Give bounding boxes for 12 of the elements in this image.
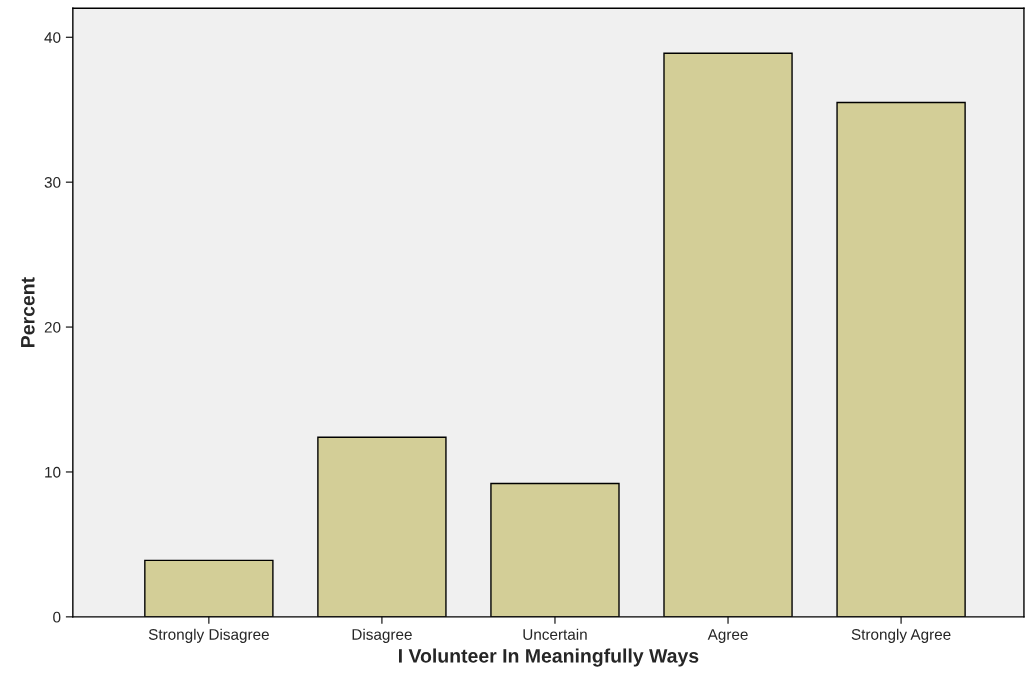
x-tick-label: Strongly Disagree (148, 628, 269, 643)
y-tick-label: 40 (44, 32, 61, 43)
x-axis-title: I Volunteer In Meaningfully Ways (398, 648, 699, 667)
y-tick-label: 0 (53, 611, 61, 623)
x-tick-label: Disagree (352, 628, 412, 643)
y-tick-label: 30 (44, 177, 61, 188)
y-tick-label: 20 (44, 321, 61, 333)
x-tick-label: Uncertain (523, 628, 587, 640)
x-tick-label: Strongly Agree (851, 628, 951, 643)
x-tick-label: Agree (707, 629, 748, 643)
y-axis-title: Percent (21, 277, 35, 347)
y-tick-label: 10 (45, 466, 61, 478)
